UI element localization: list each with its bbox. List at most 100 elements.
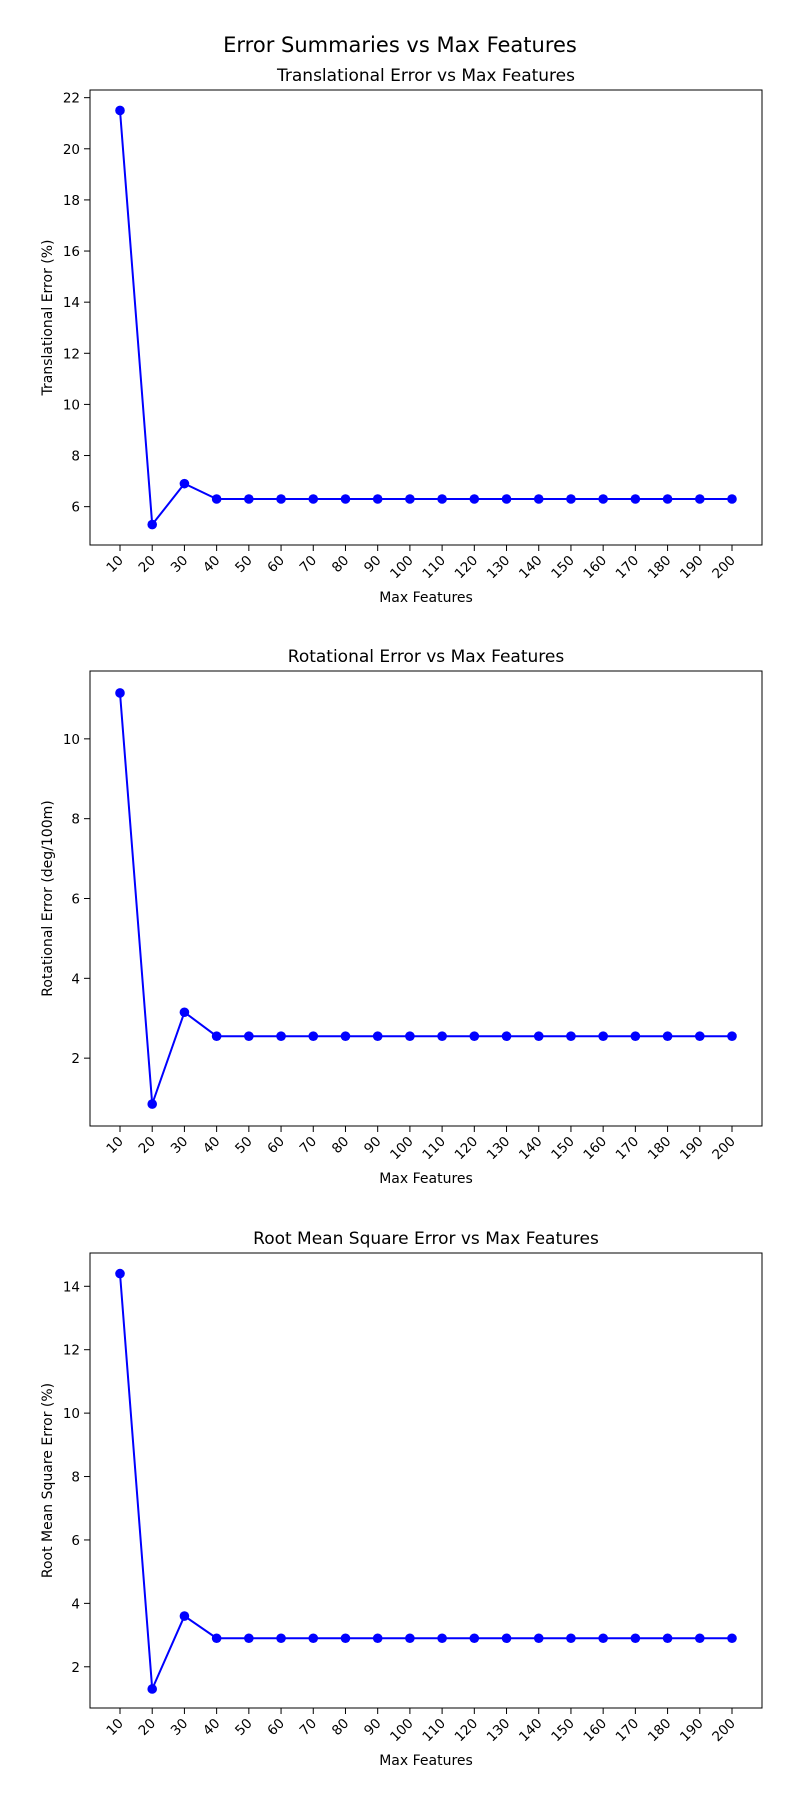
data-point bbox=[501, 1633, 512, 1644]
x-tick-label: 140 bbox=[516, 553, 546, 583]
y-tick-label: 10 bbox=[63, 732, 80, 748]
data-point bbox=[308, 1031, 319, 1041]
x-tick-label: 110 bbox=[419, 1716, 449, 1746]
data-point bbox=[308, 494, 319, 504]
x-tick-label: 170 bbox=[613, 1716, 643, 1746]
y-tick-label: 6 bbox=[71, 1533, 80, 1549]
data-point bbox=[244, 1031, 254, 1041]
y-tick-label: 12 bbox=[63, 346, 80, 362]
x-tick-label: 40 bbox=[200, 1134, 223, 1157]
x-tick-label: 200 bbox=[709, 553, 739, 583]
data-point bbox=[244, 1633, 254, 1644]
x-tick-label: 120 bbox=[452, 1134, 482, 1164]
data-point bbox=[147, 1684, 158, 1694]
data-point bbox=[662, 1031, 673, 1041]
y-axis-label: Root Mean Square Error (%) bbox=[40, 1383, 56, 1578]
data-point bbox=[694, 494, 705, 504]
x-tick-label: 90 bbox=[361, 1716, 384, 1739]
y-tick-label: 18 bbox=[63, 193, 80, 209]
data-point bbox=[630, 1633, 641, 1644]
x-tick-label: 120 bbox=[452, 553, 482, 583]
data-point bbox=[276, 494, 286, 504]
x-tick-label: 200 bbox=[709, 1134, 739, 1164]
plot-frame bbox=[89, 670, 763, 1127]
chart-panel-2: Rotational Error vs Max Features 2 4 6 8 10 10… bbox=[40, 647, 763, 1187]
x-axis-label: Max Features bbox=[379, 590, 473, 606]
x-tick-label: 140 bbox=[516, 1716, 546, 1746]
data-point bbox=[694, 1633, 705, 1644]
data-point bbox=[437, 1031, 447, 1041]
x-tick-label: 70 bbox=[297, 1134, 320, 1157]
x-axis-label: Max Features bbox=[379, 1753, 473, 1769]
x-tick-label: 60 bbox=[264, 553, 287, 576]
x-tick-label: 20 bbox=[136, 1134, 159, 1157]
data-point bbox=[727, 1633, 737, 1644]
x-tick-label: 190 bbox=[677, 1716, 707, 1746]
y-tick-label: 4 bbox=[71, 1596, 80, 1612]
figure-title: Error Summaries vs Max Features bbox=[223, 33, 577, 57]
y-tick-label: 8 bbox=[71, 449, 80, 465]
x-tick-label: 10 bbox=[103, 1716, 126, 1739]
x-tick-label: 100 bbox=[387, 1716, 417, 1746]
x-tick-label: 30 bbox=[168, 553, 191, 576]
x-tick-label: 170 bbox=[613, 553, 643, 583]
data-point bbox=[694, 1031, 705, 1041]
x-tick-label: 140 bbox=[516, 1134, 546, 1164]
series-line bbox=[119, 1273, 732, 1690]
series-line bbox=[119, 110, 732, 528]
y-tick-label: 6 bbox=[71, 500, 80, 516]
data-point bbox=[501, 494, 512, 504]
data-point bbox=[598, 1633, 608, 1644]
y-tick-label: 14 bbox=[63, 295, 80, 311]
x-tick-label: 110 bbox=[419, 553, 449, 583]
data-point bbox=[147, 1099, 158, 1109]
data-point bbox=[566, 1031, 576, 1041]
x-tick-label: 150 bbox=[548, 1134, 578, 1164]
data-point bbox=[405, 1031, 415, 1041]
y-tick-label: 8 bbox=[71, 1470, 80, 1486]
chart-title: Rotational Error vs Max Features bbox=[288, 647, 565, 667]
data-point bbox=[372, 1633, 383, 1644]
x-tick-label: 80 bbox=[329, 553, 352, 576]
x-tick-label: 60 bbox=[264, 1716, 287, 1739]
data-point bbox=[598, 1031, 608, 1041]
data-point bbox=[437, 494, 447, 504]
x-tick-label: 130 bbox=[484, 1716, 514, 1746]
chart-title: Root Mean Square Error vs Max Features bbox=[253, 1229, 599, 1249]
x-tick-label: 160 bbox=[580, 1134, 610, 1164]
y-tick-label: 2 bbox=[71, 1051, 80, 1067]
data-point bbox=[533, 1633, 544, 1644]
data-point bbox=[340, 1633, 351, 1644]
x-tick-label: 170 bbox=[613, 1134, 643, 1164]
x-tick-label: 30 bbox=[168, 1716, 191, 1739]
x-tick-label: 40 bbox=[200, 1716, 223, 1739]
data-point bbox=[179, 1007, 190, 1018]
y-tick-label: 8 bbox=[71, 812, 80, 828]
y-tick-label: 10 bbox=[63, 1406, 80, 1422]
data-point bbox=[276, 1031, 286, 1041]
data-point bbox=[211, 1633, 222, 1644]
y-tick-label: 22 bbox=[63, 91, 80, 107]
data-point bbox=[340, 494, 351, 504]
data-point bbox=[469, 1633, 480, 1644]
x-tick-label: 80 bbox=[329, 1716, 352, 1739]
plot-frame bbox=[89, 89, 763, 546]
data-point bbox=[533, 1031, 544, 1041]
plot-frame bbox=[89, 1252, 763, 1709]
data-point bbox=[372, 1031, 383, 1041]
x-axis-label: Max Features bbox=[379, 1171, 473, 1187]
x-tick-label: 130 bbox=[484, 1134, 514, 1164]
x-tick-label: 90 bbox=[361, 553, 384, 576]
chart-title: Translational Error vs Max Features bbox=[276, 66, 575, 86]
data-point bbox=[662, 494, 673, 504]
data-point bbox=[469, 1031, 480, 1041]
data-point bbox=[147, 519, 158, 530]
data-point bbox=[437, 1633, 447, 1644]
y-axis-label: Translational Error (%) bbox=[40, 239, 56, 396]
x-tick-label: 120 bbox=[452, 1716, 482, 1746]
data-point bbox=[501, 1031, 512, 1041]
x-tick-label: 150 bbox=[548, 1716, 578, 1746]
data-point bbox=[115, 688, 125, 698]
data-point bbox=[211, 1031, 222, 1041]
